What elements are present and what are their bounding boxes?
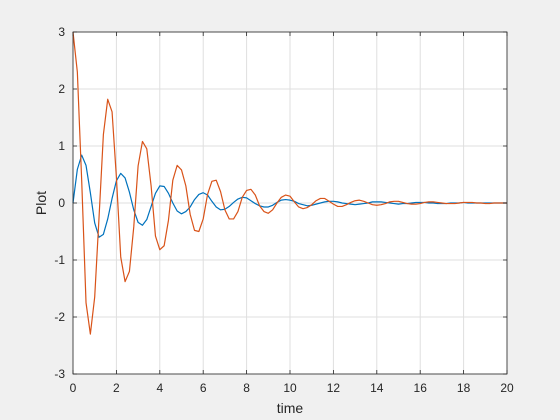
y-tick-label: -3 bbox=[54, 367, 65, 381]
x-tick-label: 0 bbox=[70, 381, 77, 395]
series-line-1 bbox=[72, 154, 507, 238]
y-tick-label: 1 bbox=[58, 139, 65, 153]
x-tick-label: 14 bbox=[370, 381, 384, 395]
x-tick-label: 12 bbox=[327, 381, 341, 395]
x-tick-label: 4 bbox=[156, 381, 163, 395]
x-tick-label: 18 bbox=[457, 381, 471, 395]
y-tick-labels: -3 -2 -1 0 1 2 3 bbox=[54, 25, 65, 381]
x-axis-label: time bbox=[277, 400, 304, 416]
y-axis-label: Plot bbox=[33, 191, 49, 215]
x-tick-labels: 0 2 4 6 8 10 12 14 16 18 20 bbox=[70, 381, 514, 395]
series-line-2 bbox=[72, 31, 507, 335]
y-tick-label: -2 bbox=[54, 310, 65, 324]
x-tick-label: 6 bbox=[200, 381, 207, 395]
x-tick-label: 10 bbox=[283, 381, 297, 395]
y-tick-label: 3 bbox=[58, 25, 65, 39]
x-tick-label: 2 bbox=[113, 381, 120, 395]
y-tick-label: 2 bbox=[58, 82, 65, 96]
y-tick-label: -1 bbox=[54, 253, 65, 267]
tick-marks bbox=[72, 31, 508, 375]
series-lines bbox=[72, 31, 507, 335]
x-tick-label: 16 bbox=[414, 381, 428, 395]
x-tick-label: 20 bbox=[500, 381, 514, 395]
y-tick-label: 0 bbox=[58, 196, 65, 210]
x-tick-label: 8 bbox=[243, 381, 250, 395]
